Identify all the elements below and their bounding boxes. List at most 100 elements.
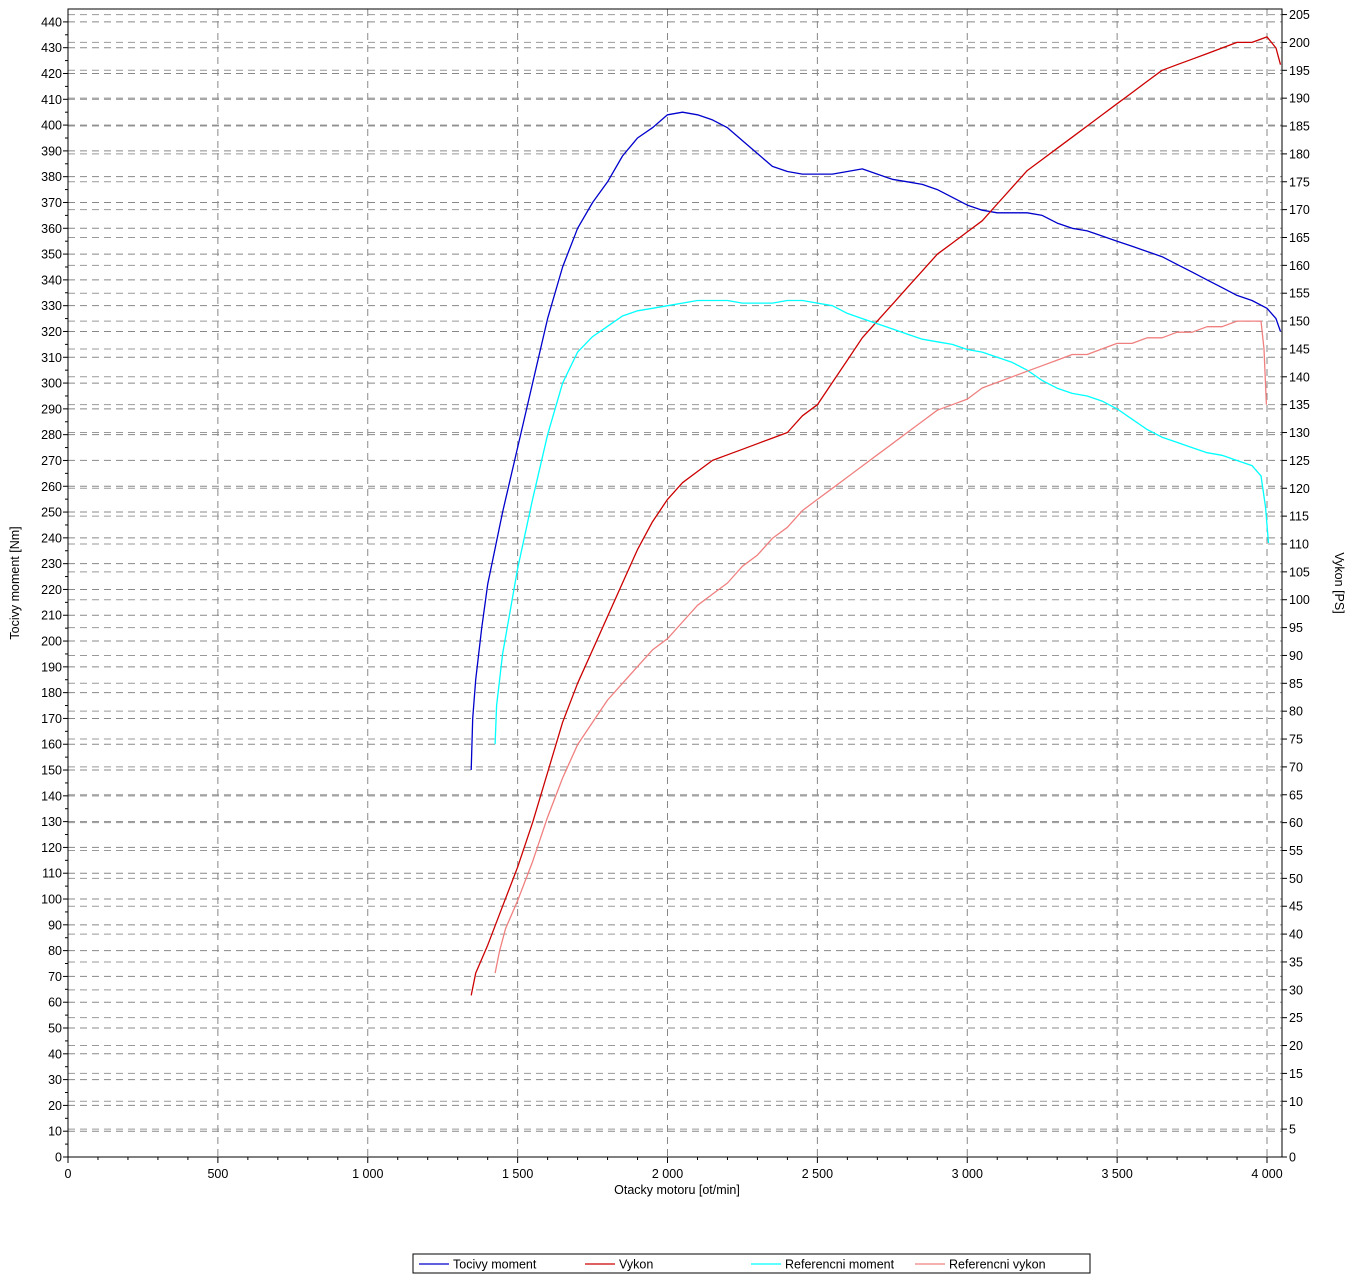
y-tick-label: 210	[41, 609, 62, 623]
y-tick-label: 420	[41, 67, 62, 81]
y2-tick-label: 85	[1289, 677, 1303, 691]
y2-tick-label: 65	[1289, 788, 1303, 802]
y2-tick-label: 0	[1289, 1151, 1296, 1165]
y-tick-label: 170	[41, 712, 62, 726]
y2-tick-label: 130	[1289, 426, 1310, 440]
x-tick-label: 500	[207, 1167, 228, 1181]
y2-tick-label: 170	[1289, 203, 1310, 217]
y-tick-label: 120	[41, 841, 62, 855]
axes: 0 500 1 000 1 500 2 000 2 500 3 000 3 500 4 0000…	[41, 8, 1310, 1181]
y-tick-label: 350	[41, 248, 62, 262]
y-tick-label: 60	[48, 996, 62, 1010]
y-tick-label: 250	[41, 506, 62, 520]
x-tick-label: 3 000	[952, 1167, 983, 1181]
y-tick-label: 310	[41, 351, 62, 365]
y-tick-label: 70	[48, 970, 62, 984]
y2-tick-label: 90	[1289, 649, 1303, 663]
y-tick-label: 150	[41, 764, 62, 778]
y-tick-label: 50	[48, 1022, 62, 1036]
y-tick-label: 100	[41, 893, 62, 907]
grid	[68, 9, 1282, 1157]
y-tick-label: 430	[41, 41, 62, 55]
y-tick-label: 160	[41, 738, 62, 752]
y-tick-label: 330	[41, 299, 62, 313]
y2-tick-label: 105	[1289, 565, 1310, 579]
y-tick-label: 290	[41, 402, 62, 416]
y-tick-label: 340	[41, 273, 62, 287]
y-tick-label: 90	[48, 918, 62, 932]
y2-tick-label: 55	[1289, 844, 1303, 858]
legend-label: Tocivy moment	[453, 1258, 537, 1272]
y2-tick-label: 205	[1289, 8, 1310, 22]
y-tick-label: 220	[41, 583, 62, 597]
y2-tick-label: 60	[1289, 816, 1303, 830]
y2-tick-label: 185	[1289, 120, 1310, 134]
y2-tick-label: 35	[1289, 955, 1303, 969]
x-axis-title: Otacky motoru [ot/min]	[614, 1183, 740, 1197]
y2-tick-label: 200	[1289, 36, 1310, 50]
legend-label: Referencni vykon	[949, 1258, 1046, 1272]
x-tick-label: 2 000	[652, 1167, 683, 1181]
y2-tick-label: 5	[1289, 1123, 1296, 1137]
legend-label: Vykon	[619, 1258, 653, 1272]
y-tick-label: 200	[41, 635, 62, 649]
y-tick-label: 440	[41, 15, 62, 29]
y-tick-label: 400	[41, 119, 62, 133]
y2-tick-label: 25	[1289, 1011, 1303, 1025]
y2-tick-label: 115	[1289, 510, 1309, 524]
y2-tick-label: 145	[1289, 342, 1310, 356]
y-axis-title-left: Tocivy moment [Nm]	[8, 526, 22, 639]
y-tick-label: 190	[41, 660, 62, 674]
y-tick-label: 40	[48, 1047, 62, 1061]
y2-tick-label: 175	[1289, 175, 1310, 189]
x-tick-label: 1 000	[352, 1167, 383, 1181]
y2-tick-label: 150	[1289, 315, 1310, 329]
y2-tick-label: 70	[1289, 760, 1303, 774]
y2-tick-label: 100	[1289, 593, 1310, 607]
y2-tick-label: 160	[1289, 259, 1310, 273]
y2-tick-label: 80	[1289, 705, 1303, 719]
series-line-vykon	[470, 36, 1282, 996]
y-tick-label: 110	[42, 867, 62, 881]
y-tick-label: 300	[41, 377, 62, 391]
y2-tick-label: 110	[1289, 537, 1309, 551]
y-tick-label: 370	[41, 196, 62, 210]
x-tick-label: 0	[65, 1167, 72, 1181]
y-tick-label: 0	[55, 1151, 62, 1165]
y-tick-label: 270	[41, 454, 62, 468]
y2-tick-label: 120	[1289, 482, 1310, 496]
y2-tick-label: 15	[1289, 1067, 1303, 1081]
legend: Tocivy moment Vykon Referencni moment Refer…	[412, 1253, 1091, 1274]
y-tick-label: 230	[41, 557, 62, 571]
series-line-referencni-vykon	[494, 320, 1268, 974]
y2-tick-label: 75	[1289, 733, 1303, 747]
y2-tick-label: 155	[1289, 287, 1310, 301]
y2-tick-label: 20	[1289, 1039, 1303, 1053]
y2-tick-label: 135	[1289, 398, 1310, 412]
y-tick-label: 140	[41, 789, 62, 803]
y-tick-label: 80	[48, 944, 62, 958]
y-tick-label: 10	[48, 1125, 62, 1139]
y2-tick-label: 50	[1289, 872, 1303, 886]
y-tick-label: 280	[41, 428, 62, 442]
y-axis-title-right: Vykon [PS]	[1332, 552, 1346, 613]
y-tick-label: 320	[41, 325, 62, 339]
y2-tick-label: 190	[1289, 92, 1310, 106]
y2-tick-label: 125	[1289, 454, 1310, 468]
y2-tick-label: 195	[1289, 64, 1310, 78]
y2-tick-label: 30	[1289, 983, 1303, 997]
series-line-tocivy-moment	[470, 111, 1282, 771]
series-line-referencni-moment	[494, 299, 1270, 745]
y-tick-label: 380	[41, 170, 62, 184]
y2-tick-label: 180	[1289, 147, 1310, 161]
x-tick-label: 3 500	[1101, 1167, 1132, 1181]
y2-tick-label: 40	[1289, 928, 1303, 942]
y-tick-label: 410	[41, 93, 62, 107]
plot-frame	[67, 8, 1283, 1158]
x-tick-label: 1 500	[502, 1167, 533, 1181]
y-tick-label: 390	[41, 144, 62, 158]
y2-tick-label: 95	[1289, 621, 1303, 635]
y2-tick-label: 45	[1289, 900, 1303, 914]
y-tick-label: 360	[41, 222, 62, 236]
x-tick-label: 2 500	[802, 1167, 833, 1181]
